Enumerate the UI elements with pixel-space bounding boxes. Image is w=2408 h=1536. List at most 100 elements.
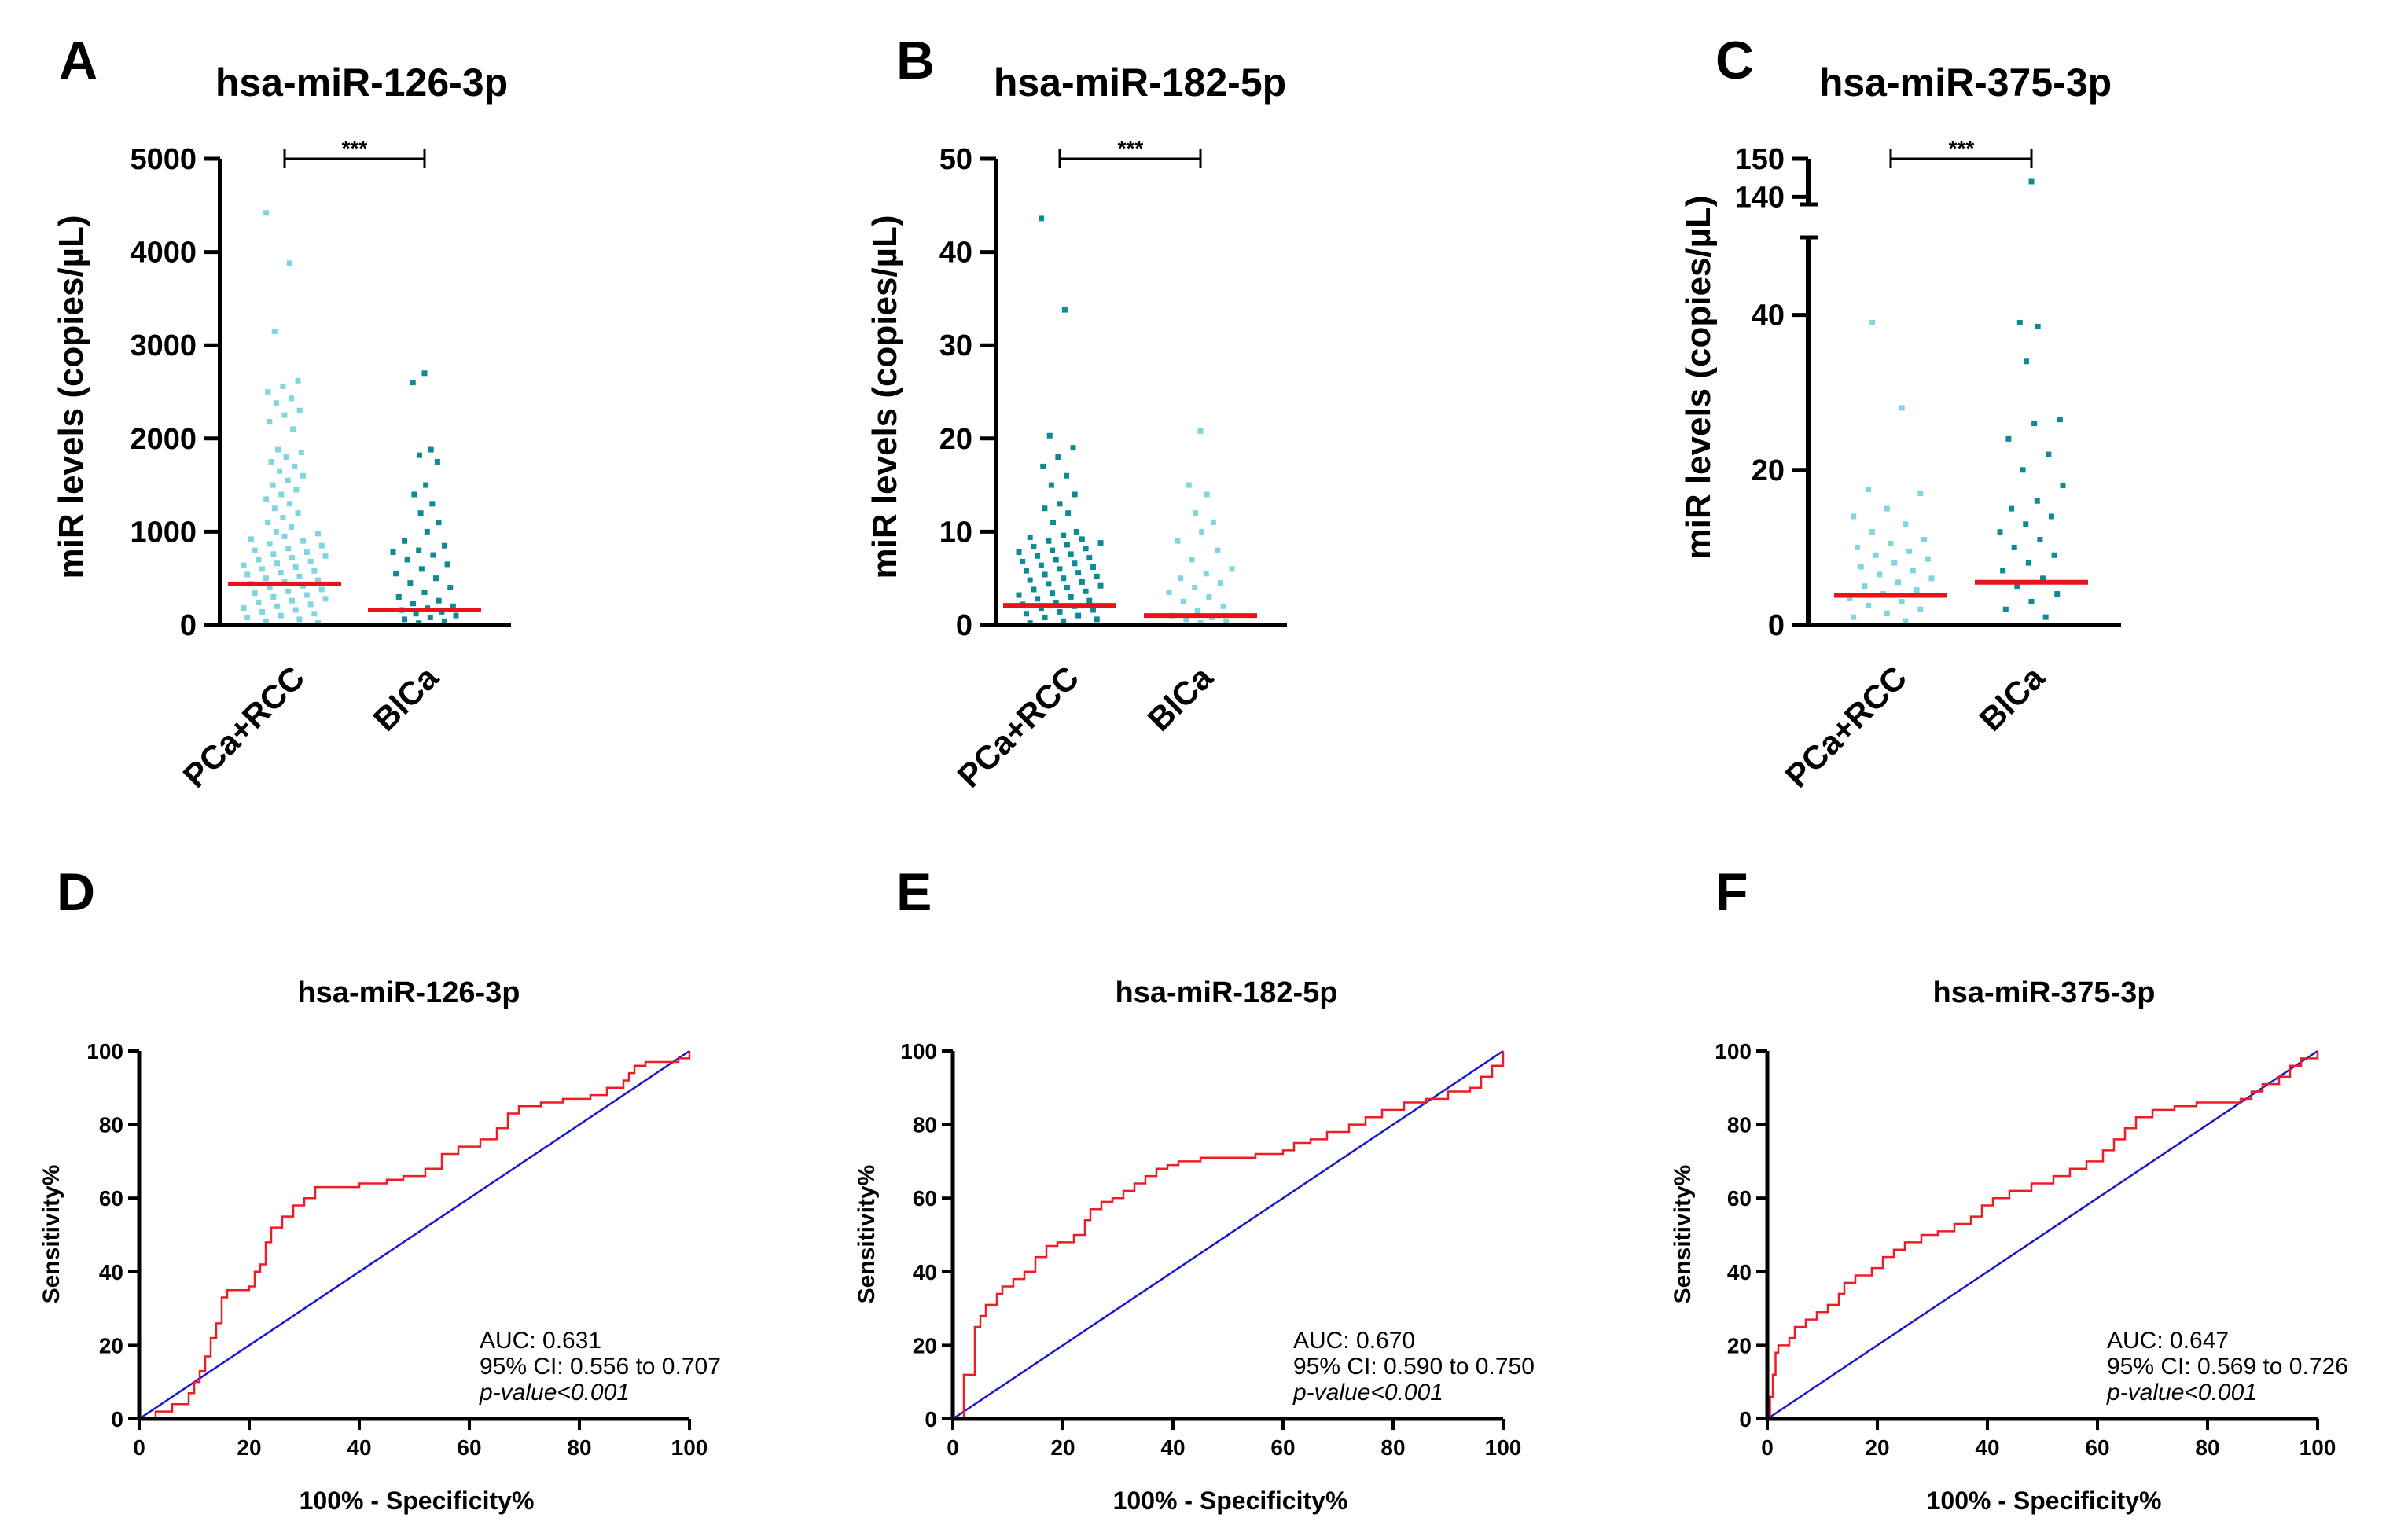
panel-a-dot	[416, 547, 422, 553]
panel-b-dot	[1229, 566, 1235, 572]
panel-a-ytick-label: 0	[180, 609, 197, 642]
panel-a-dot	[296, 407, 303, 413]
panel-a-sig-bracket: ***	[283, 136, 426, 168]
panel-b-dot	[1072, 560, 1078, 567]
panel-a-dot	[421, 589, 428, 595]
panel-f-pvalue: p-value<0.001	[2106, 1380, 2257, 1406]
panel-a-dot	[290, 426, 296, 432]
panel-a-dot	[259, 608, 266, 615]
panel-c-dot	[2023, 521, 2029, 527]
panel-b-dot	[1020, 558, 1026, 564]
panel-b-ytick-label: 10	[939, 516, 972, 549]
panel-b-dot	[1083, 588, 1089, 594]
panel-a-dot	[447, 585, 454, 591]
panel-b-dot	[1192, 585, 1198, 591]
panel-c-dot	[2035, 323, 2041, 329]
panel-a-dot	[270, 551, 277, 557]
panel-b-dot	[1016, 592, 1022, 598]
panel-c-ytick-label: 40	[1752, 299, 1785, 333]
panel-b-title: hsa-miR-182-5p	[994, 61, 1286, 105]
panel-a-dot	[300, 538, 307, 544]
panel-a-ytick-label: 1000	[130, 516, 197, 549]
panel-b-dot	[1048, 482, 1054, 488]
panel-e-ytick-label: 80	[913, 1113, 937, 1137]
panel-e-xtick-label: 80	[1380, 1435, 1405, 1460]
panel-e-ytick-label: 60	[913, 1186, 937, 1211]
panel-c-dot	[1928, 575, 1935, 582]
panel-f-xlabel: 100% - Specificity%	[1927, 1486, 2162, 1515]
panel-a-dot	[274, 446, 281, 453]
panel-a-dot	[289, 597, 295, 604]
panel-d-ytick-label: 40	[99, 1260, 123, 1284]
panel-c-dot	[1895, 579, 1901, 586]
panel-a-dot	[263, 618, 269, 624]
panel-e-diagonal	[952, 1049, 1504, 1420]
panel-c-dot	[1925, 556, 1931, 562]
panel-c-dot	[2040, 575, 2046, 582]
panel-a-dot	[303, 592, 310, 598]
panel-a-dot	[289, 524, 295, 530]
panel-e-ci: 95% CI: 0.590 to 0.750	[1293, 1354, 1535, 1380]
panel-b-dot	[1042, 505, 1048, 512]
panel-c-yticks: 0 20 40 140 150	[1735, 143, 1808, 642]
panel-b-dot	[1023, 568, 1029, 574]
panel-a-dot	[303, 549, 310, 555]
panel-a-dot	[280, 383, 286, 389]
panel-f-roc-curve	[1767, 1051, 2319, 1420]
panel-a-dot	[417, 510, 424, 516]
panel-b-dot	[1042, 571, 1048, 578]
panel-b-dot	[1189, 557, 1195, 563]
panel-b-dot	[1050, 590, 1056, 597]
panel-d-ylabel: Sensitivity%	[39, 1165, 64, 1304]
panel-a-ylabel: miR levels (copies/µL)	[52, 215, 90, 579]
panel-b-dot	[1035, 553, 1041, 559]
panel-c-dot	[2016, 319, 2023, 325]
panel-b-sig-bracket: ***	[1058, 136, 1202, 168]
panel-d-ytick-label: 0	[111, 1407, 123, 1431]
panel-b-dot	[1068, 593, 1074, 600]
panel-c-dot	[1903, 521, 1909, 527]
panel-a-dot	[263, 210, 270, 216]
panel-a-dot	[428, 446, 434, 453]
panel-a-dot	[274, 560, 281, 567]
panel-a-dot	[315, 577, 322, 583]
panel-a-dot	[278, 612, 284, 619]
panel-b-dot	[1194, 608, 1200, 614]
panel-a-dot	[281, 412, 288, 418]
panel-c-dot	[1884, 505, 1890, 512]
panel-c-dot	[1884, 610, 1890, 616]
panel-a-dot	[300, 472, 306, 479]
panel-a-dot	[395, 593, 402, 600]
panel-c-dot	[1899, 405, 1905, 411]
panel-a-dot	[265, 520, 271, 526]
panel-f-plot: 00 20 20 40 40 60 60 80 80 100 100 AUC: 0.647 95% …	[1715, 1039, 2348, 1460]
panel-a-dot	[241, 605, 247, 612]
panel-b-dot	[1220, 603, 1226, 609]
panel-e-ylabel: Sensitivity%	[854, 1165, 880, 1304]
panel-f-ticks: 00 20 20 40 40 60 60 80 80 100 100	[1715, 1039, 2336, 1460]
panel-a-dot	[267, 418, 273, 424]
panel-a-dot	[315, 531, 322, 537]
panel-a-dot	[416, 452, 422, 458]
panel-b-dot	[1053, 600, 1059, 606]
panel-b-dot	[1046, 432, 1053, 439]
panel-c-dot	[2000, 568, 2006, 574]
panel-a-dot	[433, 575, 439, 582]
panel-b-dot	[1064, 585, 1070, 591]
panel-a-dot	[277, 468, 283, 474]
panel-d-title: hsa-miR-126-3p	[298, 976, 520, 1009]
panel-b-dot	[1065, 510, 1072, 516]
panel-e-xtick-label: 60	[1270, 1435, 1295, 1460]
panel-a-dot	[436, 520, 442, 526]
panel-a-dot	[244, 615, 251, 621]
panel-b-dot	[1061, 575, 1067, 582]
panel-b-dot	[1215, 547, 1221, 553]
panel-b-dots	[1016, 215, 1235, 627]
panel-a-dot	[444, 561, 450, 568]
panel-a-dot	[402, 616, 408, 623]
panel-a-dot	[256, 600, 262, 606]
panel-b-dot	[1180, 598, 1186, 604]
panel-a-dot	[274, 603, 281, 609]
panel-c-dot	[2042, 614, 2049, 620]
panel-c-dot	[1854, 544, 1860, 550]
